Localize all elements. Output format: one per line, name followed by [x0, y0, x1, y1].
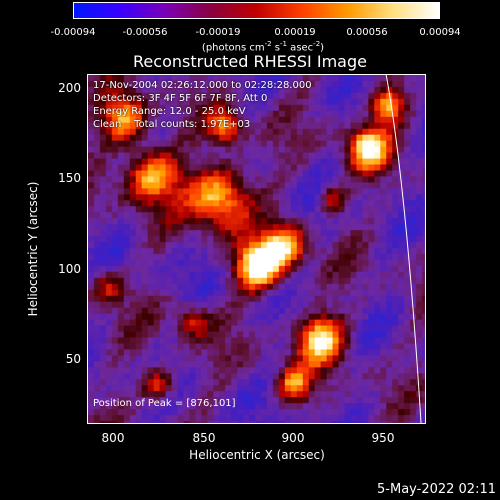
x-tick-label: 950	[371, 431, 395, 445]
datestamp: 5-May-2022 02:11	[377, 482, 496, 497]
heatmap-image	[88, 75, 425, 423]
solar-limb	[385, 75, 422, 423]
colorbar-tick: -0.00094	[50, 27, 96, 38]
peak-position-text: Position of Peak = [876,101]	[93, 398, 236, 409]
colorbar-tick: -0.00056	[122, 27, 168, 38]
image-plot	[87, 74, 426, 424]
x-tick-label: 850	[192, 431, 216, 445]
x-tick-label: 900	[281, 431, 305, 445]
y-tick-label: 200	[58, 81, 81, 95]
colorbar-gradient	[74, 3, 439, 18]
colorbar-tick: 0.00019	[274, 27, 316, 38]
colorbar-unit: (photons cm-2 s-1 asec-2)	[201, 40, 325, 54]
colorbar-tick: -0.00019	[195, 27, 241, 38]
y-tick-label: 100	[58, 262, 81, 276]
x-tick-label: 800	[101, 431, 125, 445]
image-title: Reconstructed RHESSI Image	[133, 52, 367, 71]
colorbar-tick: 0.00056	[346, 27, 388, 38]
y-axis-title: Heliocentric Y (arcsec)	[26, 181, 40, 317]
limb-curve	[385, 75, 422, 423]
y-tick-label: 50	[65, 352, 81, 366]
colorbar-tick: 0.00094	[419, 27, 461, 38]
detectors-text: Detectors: 3F 4F 5F 6F 7F 8F, Att 0	[93, 93, 268, 104]
x-axis-title: Heliocentric X (arcsec)	[189, 448, 325, 462]
y-tick-label: 150	[58, 171, 81, 185]
colorbar	[73, 2, 440, 19]
time-range-text: 17-Nov-2004 02:26:12.000 to 02:28:28.000	[93, 80, 312, 91]
energy-range-text: Energy Range: 12.0 - 25.0 keV	[93, 106, 246, 117]
clean-counts-text: Clean Total counts: 1.97E+03	[93, 119, 251, 130]
